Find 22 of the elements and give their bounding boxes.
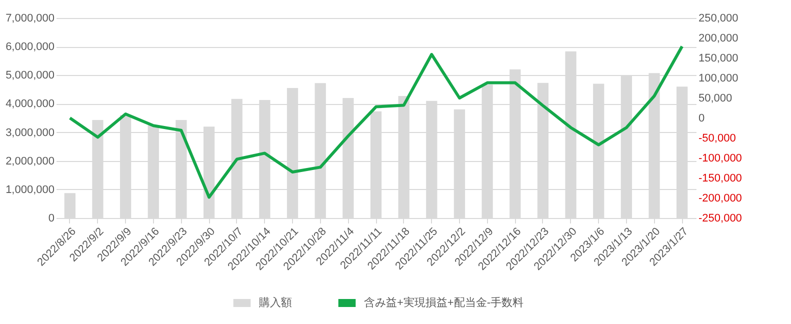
legend-label: 含み益+実現損益+配当金-手数料 xyxy=(364,296,524,309)
y2-tick-label: 150,000 xyxy=(698,52,738,64)
y-tick-label: 6,000,000 xyxy=(6,41,54,54)
line-series xyxy=(68,44,684,199)
y-tick-label: 3,000,000 xyxy=(6,126,54,139)
y-tick-label: 7,000,000 xyxy=(6,12,54,24)
y2-tick-label: 0 xyxy=(698,112,705,124)
legend-label: 購入額 xyxy=(259,296,292,309)
y2-tick-label: -200,000 xyxy=(698,192,742,204)
y-tick-label: 4,000,000 xyxy=(6,98,54,110)
y2-tick-label: 100,000 xyxy=(698,72,738,84)
y2-tick-label: -250,000 xyxy=(698,212,742,224)
y2-tick-label: 50,000 xyxy=(698,92,732,104)
y-tick-label: 0 xyxy=(48,212,54,224)
y2-tick-label: -100,000 xyxy=(698,152,742,164)
y2-tick-label: -150,000 xyxy=(698,172,742,184)
y2-tick-label: 200,000 xyxy=(698,32,738,44)
y-tick-label: 2,000,000 xyxy=(6,155,54,168)
y2-tick-label: -50,000 xyxy=(698,132,736,144)
y-tick-label: 5,000,000 xyxy=(6,70,54,82)
y2-tick-label: 250,000 xyxy=(698,12,738,24)
y-tick-label: 1,000,000 xyxy=(6,184,54,196)
